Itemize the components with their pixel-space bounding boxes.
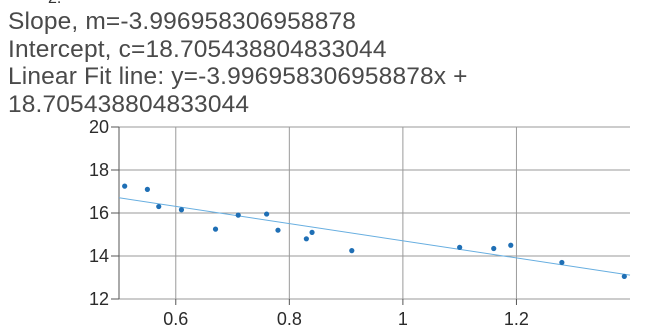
data-point (559, 259, 565, 266)
data-point (264, 211, 270, 217)
fit-equation-text: Linear Fit line: y=-3.996958306958878x + (8, 63, 468, 90)
x-tick-label: 1.2 (504, 309, 529, 329)
tick-label-layer: 12 14 16 18 20 0.6 0.8 1 1.2 (89, 117, 529, 329)
x-tick-label: 1 (398, 309, 408, 329)
data-point (144, 186, 150, 192)
data-point (621, 273, 627, 280)
data-point (275, 227, 281, 233)
data-point (457, 244, 463, 250)
y-tick-label: 14 (89, 246, 109, 266)
grid-layer (119, 126, 630, 300)
y-tick-label: 12 (89, 289, 109, 309)
y-tick-label: 18 (89, 160, 109, 180)
x-tick-label: 0.6 (163, 309, 188, 329)
data-points-layer (122, 183, 627, 280)
data-point (122, 183, 128, 189)
page-number-fragment: 2. (48, 0, 61, 8)
data-point (178, 207, 185, 213)
fit-results: Slope, m=-3.996958306958878 Intercept, c… (8, 8, 468, 118)
data-point (212, 226, 219, 232)
y-tick-label: 16 (89, 203, 109, 223)
fit-line-layer (118, 197, 631, 276)
data-point (349, 248, 355, 254)
slope-text: Slope, m=-3.996958306958878 (8, 8, 357, 35)
data-point (303, 236, 309, 242)
data-point (235, 212, 241, 218)
fit-equation-continuation: 18.705438804833044 (8, 90, 250, 118)
x-tick-label: 0.8 (277, 309, 302, 329)
axis-layer (111, 126, 517, 305)
data-point (309, 229, 315, 235)
data-point (156, 203, 162, 210)
intercept-text: Intercept, c=18.705438804833044 (8, 35, 387, 63)
data-point (491, 245, 497, 252)
data-point (508, 242, 514, 248)
y-tick-label: 20 (89, 117, 109, 137)
linear-fit-line (118, 197, 631, 276)
